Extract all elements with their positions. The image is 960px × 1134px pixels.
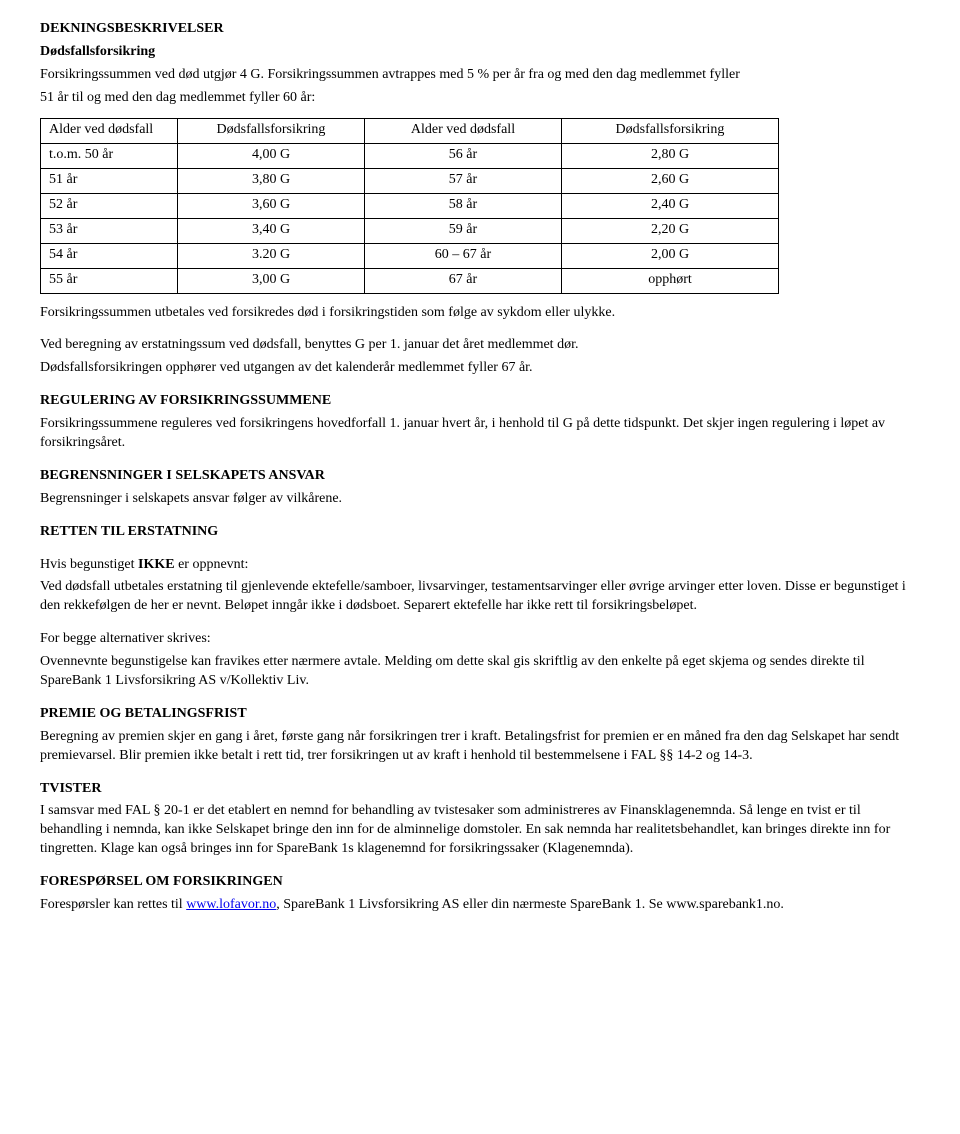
cell-val-left: 3.20 G xyxy=(178,243,365,268)
cell-age-left: 55 år xyxy=(41,268,178,293)
table-row: 52 år 3,60 G 58 år 2,40 G xyxy=(41,193,779,218)
cell-age-left: 51 år xyxy=(41,168,178,193)
table-row: 55 år 3,00 G 67 år opphørt xyxy=(41,268,779,293)
foresporsel-tail: , SpareBank 1 Livsforsikring AS eller di… xyxy=(276,897,784,912)
cell-val-left: 3,80 G xyxy=(178,168,365,193)
foresporsel-lead: Forespørsler kan rettes til xyxy=(40,897,186,912)
retten-lead-text: Hvis begunstiget xyxy=(40,557,138,572)
link-lofavor[interactable]: www.lofavor.no xyxy=(186,897,276,912)
cell-age-right: 60 – 67 år xyxy=(365,243,562,268)
heading-retten: RETTEN TIL ERSTATNING xyxy=(40,523,920,542)
intro-line-2: 51 år til og med den dag medlemmet fylle… xyxy=(40,89,920,108)
paragraph-begrensninger: Begrensninger i selskapets ansvar følger… xyxy=(40,490,920,509)
cell-val-left: 4,00 G xyxy=(178,143,365,168)
cell-val-right: opphørt xyxy=(562,268,779,293)
cell-val-right: 2,60 G xyxy=(562,168,779,193)
table-header-row: Alder ved dødsfall Dødsfallsforsikring A… xyxy=(41,118,779,143)
cell-age-right: 57 år xyxy=(365,168,562,193)
cell-val-left: 3,40 G xyxy=(178,218,365,243)
paragraph-tvister: I samsvar med FAL § 20-1 er det etablert… xyxy=(40,802,920,859)
cell-age-left: t.o.m. 50 år xyxy=(41,143,178,168)
cell-age-right: 56 år xyxy=(365,143,562,168)
paragraph-premie: Beregning av premien skjer en gang i åre… xyxy=(40,728,920,766)
table-row: 53 år 3,40 G 59 år 2,20 G xyxy=(41,218,779,243)
paragraph-alternativer-body: Ovennevnte begunstigelse kan fravikes et… xyxy=(40,653,920,691)
cell-age-right: 59 år xyxy=(365,218,562,243)
paragraph-utbetales: Forsikringssummen utbetales ved forsikre… xyxy=(40,304,920,323)
paragraph-retten-lead: Hvis begunstiget IKKE er oppnevnt: xyxy=(40,556,920,575)
col-header-age-right: Alder ved dødsfall xyxy=(365,118,562,143)
table-row: 51 år 3,80 G 57 år 2,60 G xyxy=(41,168,779,193)
heading-dekningsbeskrivelser: DEKNINGSBESKRIVELSER xyxy=(40,20,920,39)
cell-val-right: 2,80 G xyxy=(562,143,779,168)
cell-age-left: 54 år xyxy=(41,243,178,268)
table-row: t.o.m. 50 år 4,00 G 56 år 2,80 G xyxy=(41,143,779,168)
paragraph-beregning-1: Ved beregning av erstatningssum ved døds… xyxy=(40,336,920,355)
retten-ikke-bold: IKKE xyxy=(138,557,175,572)
age-benefit-table: Alder ved dødsfall Dødsfallsforsikring A… xyxy=(40,118,779,294)
cell-val-right: 2,00 G xyxy=(562,243,779,268)
col-header-val-right: Dødsfallsforsikring xyxy=(562,118,779,143)
cell-val-right: 2,40 G xyxy=(562,193,779,218)
document-page: DEKNINGSBESKRIVELSER Dødsfallsforsikring… xyxy=(0,0,960,959)
cell-age-left: 53 år xyxy=(41,218,178,243)
table-row: 54 år 3.20 G 60 – 67 år 2,00 G xyxy=(41,243,779,268)
paragraph-foresporsel: Forespørsler kan rettes til www.lofavor.… xyxy=(40,896,920,915)
cell-val-left: 3,00 G xyxy=(178,268,365,293)
cell-age-right: 67 år xyxy=(365,268,562,293)
col-header-val-left: Dødsfallsforsikring xyxy=(178,118,365,143)
intro-line-1: Forsikringssummen ved død utgjør 4 G. Fo… xyxy=(40,66,920,85)
heading-foresporsel: FORESPØRSEL OM FORSIKRINGEN xyxy=(40,873,920,892)
paragraph-beregning-2: Dødsfallsforsikringen opphører ved utgan… xyxy=(40,359,920,378)
heading-regulering: REGULERING AV FORSIKRINGSSUMMENE xyxy=(40,392,920,411)
heading-begrensninger: BEGRENSNINGER I SELSKAPETS ANSVAR xyxy=(40,467,920,486)
heading-tvister: TVISTER xyxy=(40,780,920,799)
col-header-age-left: Alder ved dødsfall xyxy=(41,118,178,143)
cell-age-left: 52 år xyxy=(41,193,178,218)
paragraph-alternativer-lead: For begge alternativer skrives: xyxy=(40,630,920,649)
cell-age-right: 58 år xyxy=(365,193,562,218)
cell-val-left: 3,60 G xyxy=(178,193,365,218)
paragraph-regulering: Forsikringssummene reguleres ved forsikr… xyxy=(40,415,920,453)
heading-premie: PREMIE OG BETALINGSFRIST xyxy=(40,705,920,724)
retten-tail-text: er oppnevnt: xyxy=(175,557,249,572)
subheading-dodsfallsforsikring: Dødsfallsforsikring xyxy=(40,43,920,62)
cell-val-right: 2,20 G xyxy=(562,218,779,243)
paragraph-retten-body: Ved dødsfall utbetales erstatning til gj… xyxy=(40,578,920,616)
